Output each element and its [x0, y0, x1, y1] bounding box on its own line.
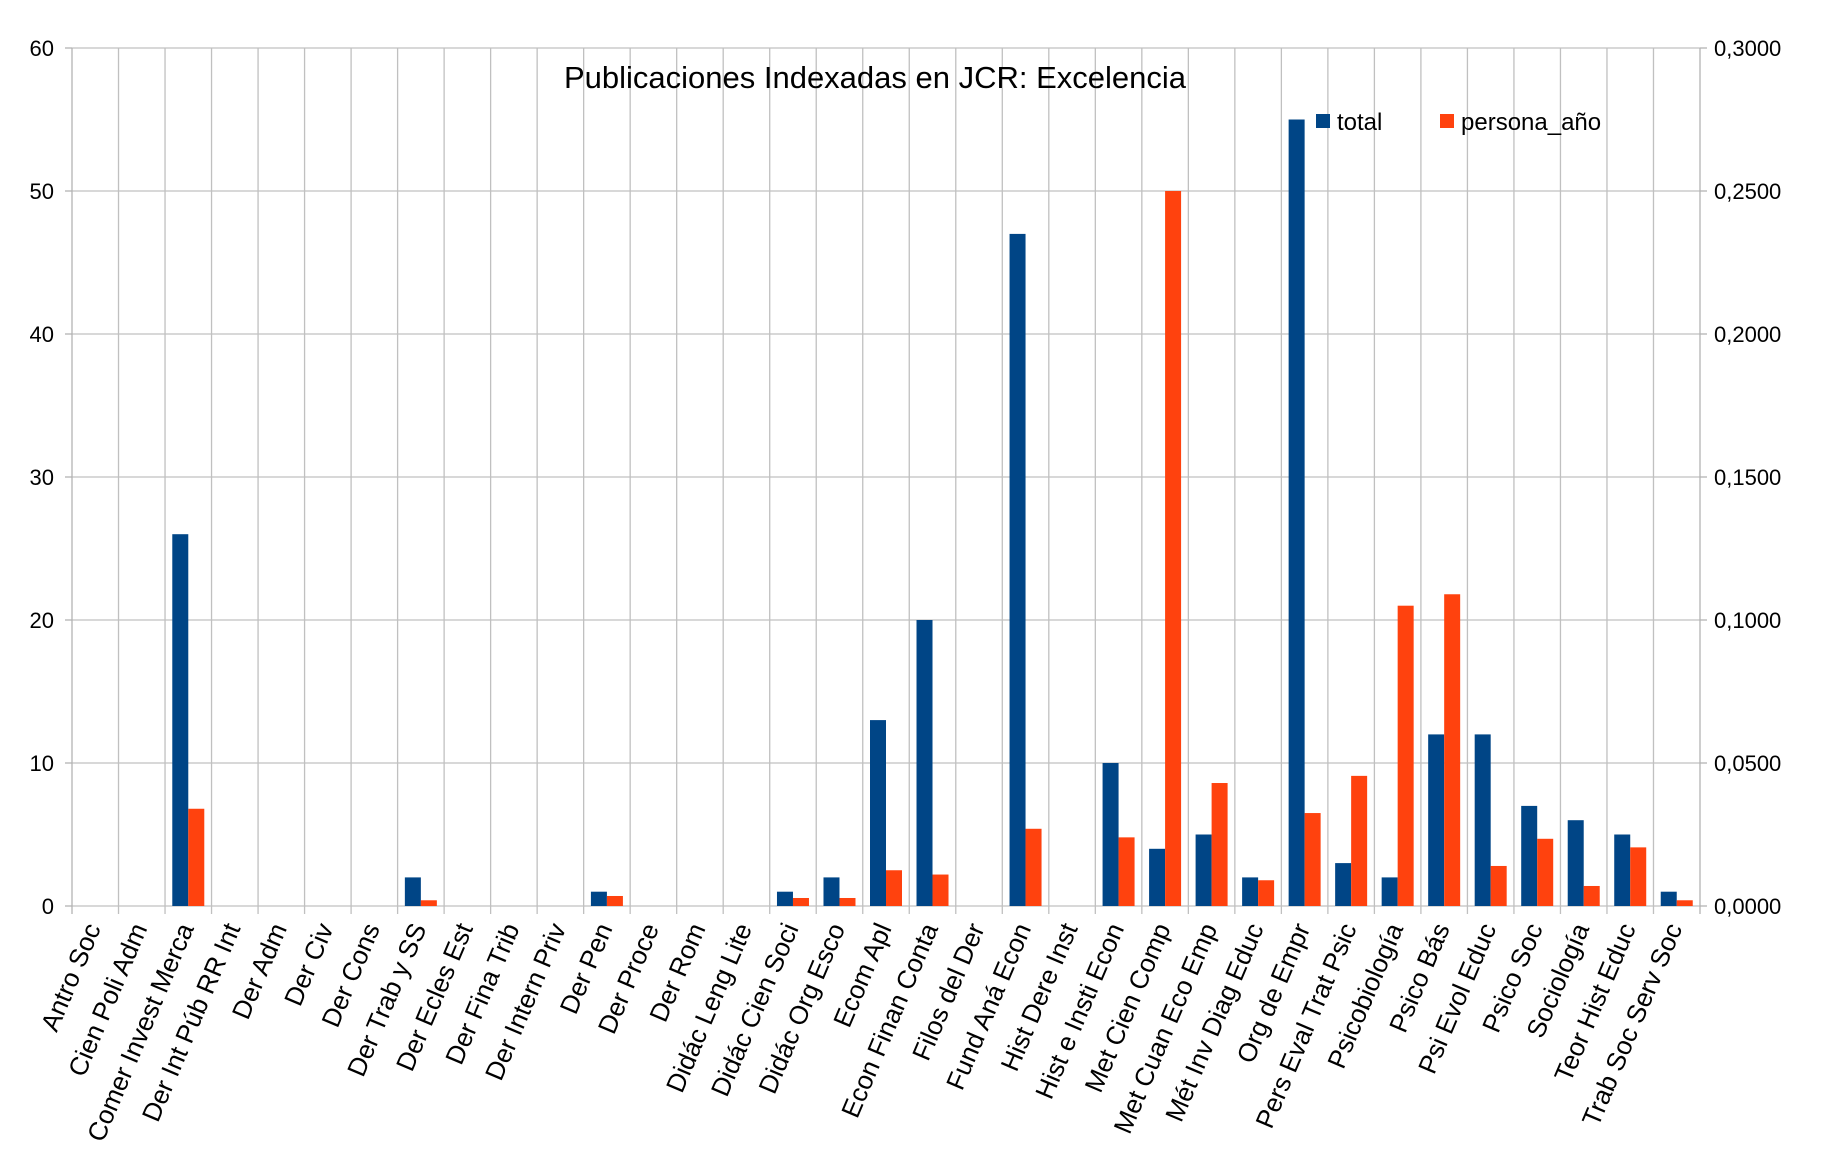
legend-label-persona-ano: persona_año	[1461, 109, 1601, 136]
bar-total-teor-hist-educ	[1614, 834, 1631, 906]
right-axis-tick-label: 0,3000	[1714, 36, 1781, 61]
right-axis-tick-label: 0,0000	[1714, 894, 1781, 919]
right-axis-tick-label: 0,1000	[1714, 608, 1781, 633]
bar-total-psico-bas	[1428, 734, 1445, 906]
bar-total-sociologia	[1567, 820, 1584, 906]
bar-total-met-cuan-eco-emp	[1195, 834, 1212, 906]
bar-total-trab-soc-serv-soc	[1660, 891, 1677, 906]
left-axis-tick-label: 40	[30, 322, 54, 347]
bar-total-der-pen	[590, 891, 607, 906]
bar-total-met-inv-diag-educ	[1242, 877, 1259, 906]
bar-total-ecom-apl	[870, 720, 886, 906]
bar-total-hist-e-insti-econ	[1102, 763, 1119, 906]
bar-total-psi-evol-educ	[1474, 734, 1491, 906]
bar-persona-ano-ecom-apl	[886, 870, 902, 906]
bar-persona-ano-met-cuan-eco-emp	[1211, 783, 1228, 906]
left-axis-tick-label: 20	[30, 608, 54, 633]
bar-layer	[172, 119, 1693, 906]
bar-persona-ano-didac-cien-soci	[792, 897, 809, 906]
grid-layer	[71, 47, 1701, 914]
bar-total-psicobiologia	[1381, 877, 1398, 906]
bar-persona-ano-fund-ana-econ	[1025, 828, 1042, 906]
left-axis-tick-label: 10	[30, 751, 54, 776]
bar-total-comer-invest-merca	[172, 534, 189, 906]
bar-persona-ano-met-inv-diag-educ	[1258, 880, 1275, 906]
axis-layer	[65, 47, 1707, 907]
right-axis-tick-label: 0,2000	[1714, 322, 1781, 347]
bar-total-fund-ana-econ	[1009, 233, 1026, 906]
bar-persona-ano-hist-e-insti-econ	[1118, 837, 1135, 906]
right-axis-tick-label: 0,2500	[1714, 179, 1781, 204]
right-axis-tick-label: 0,0500	[1714, 751, 1781, 776]
bar-persona-ano-org-de-empr	[1304, 813, 1321, 906]
left-axis-tick-label: 60	[30, 36, 54, 61]
left-axis-tick-label: 50	[30, 179, 54, 204]
bar-total-met-cien-comp	[1149, 848, 1166, 906]
bar-persona-ano-econ-finan-conta	[932, 874, 949, 906]
bar-persona-ano-psicobiologia	[1397, 605, 1414, 906]
legend-swatch-total	[1316, 114, 1330, 128]
bar-persona-ano-der-trab-y-ss	[420, 900, 437, 906]
legend: total persona_año	[1316, 109, 1601, 136]
left-axis-tick-label: 30	[30, 465, 54, 490]
bar-total-psico-soc	[1521, 805, 1538, 906]
bar-total-org-de-empr	[1288, 119, 1305, 906]
left-axis-tick-label: 0	[42, 894, 54, 919]
bar-total-didac-org-esco	[823, 877, 840, 906]
bar-total-pers-eval-trat-psic	[1335, 863, 1352, 906]
legend-label-total: total	[1337, 109, 1382, 136]
bar-persona-ano-sociologia	[1583, 885, 1600, 906]
bar-total-didac-cien-soci	[776, 891, 793, 906]
bar-persona-ano-pers-eval-trat-psic	[1351, 775, 1368, 906]
bar-persona-ano-der-pen	[606, 895, 623, 906]
bar-persona-ano-trab-soc-serv-soc	[1676, 900, 1693, 906]
right-axis-tick-label: 0,1500	[1714, 465, 1781, 490]
bar-total-econ-finan-conta	[916, 620, 933, 906]
bar-persona-ano-met-cien-comp	[1165, 191, 1182, 906]
bar-total-der-trab-y-ss	[404, 877, 421, 906]
legend-swatch-persona-ano	[1440, 114, 1454, 128]
chart-title: Publicaciones Indexadas en JCR: Excelenc…	[564, 60, 1187, 95]
bar-persona-ano-psico-bas	[1444, 594, 1461, 906]
bar-persona-ano-psico-soc	[1537, 838, 1554, 906]
bar-persona-ano-teor-hist-educ	[1630, 847, 1647, 906]
bar-persona-ano-comer-invest-merca	[188, 808, 205, 906]
bar-persona-ano-didac-org-esco	[839, 897, 856, 906]
bar-persona-ano-psi-evol-educ	[1490, 865, 1507, 906]
